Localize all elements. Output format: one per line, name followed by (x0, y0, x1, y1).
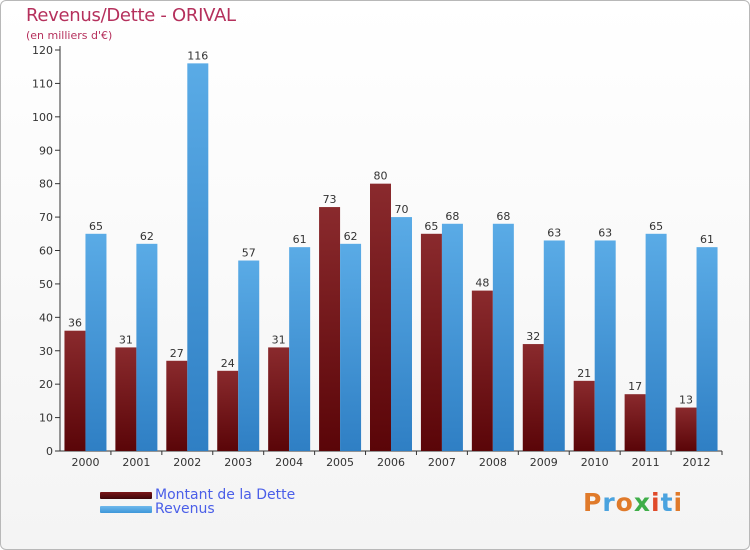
bar-revenue (136, 243, 158, 451)
x-tick-label: 2001 (122, 456, 150, 469)
data-label-revenue: 61 (700, 233, 714, 246)
bar-debt (217, 370, 239, 451)
bar-debt (573, 380, 595, 451)
y-tick-label: 60 (39, 245, 53, 258)
data-label-debt: 31 (119, 333, 133, 346)
logo-letter: r (602, 488, 616, 517)
x-tick-label: 2008 (479, 456, 507, 469)
chart-bars (64, 63, 718, 451)
data-label-revenue: 68 (496, 210, 510, 223)
legend-swatch-debt (100, 491, 152, 499)
logo-letter: i (673, 488, 684, 517)
x-tick-label: 2009 (530, 456, 558, 469)
y-tick-label: 0 (46, 445, 53, 458)
legend-label-debt: Montant de la Dette (155, 487, 296, 503)
bar-debt (115, 347, 137, 451)
data-label-debt: 31 (272, 333, 286, 346)
bar-revenue (696, 247, 718, 451)
x-tick-label: 2010 (581, 456, 609, 469)
x-tick-label: 2012 (683, 456, 711, 469)
bar-revenue (492, 223, 514, 451)
data-label-revenue: 62 (344, 230, 358, 243)
data-label-revenue: 61 (293, 233, 307, 246)
y-tick-label: 40 (39, 311, 53, 324)
data-label-debt: 80 (374, 170, 388, 183)
bar-revenue (187, 63, 209, 451)
x-tick-label: 2004 (275, 456, 303, 469)
chart-subtitle: (en milliers d'€) (26, 29, 113, 42)
bar-revenue (340, 243, 362, 451)
bar-revenue (594, 240, 616, 451)
x-tick-label: 2007 (428, 456, 456, 469)
x-tick-label: 2006 (377, 456, 405, 469)
bar-debt (471, 290, 493, 451)
legend-swatch-revenue (100, 505, 152, 513)
data-label-debt: 48 (475, 277, 489, 290)
x-tick-label: 2011 (632, 456, 660, 469)
chart-axes: 0 10 20 30 40 50 60 70 80 90 100 110 120 2000 2001 2002… (32, 44, 723, 469)
x-tick-label: 2005 (326, 456, 354, 469)
data-label-debt: 73 (323, 193, 337, 206)
bar-revenue (289, 247, 311, 451)
logo-letter: o (615, 488, 634, 517)
y-tick-label: 120 (32, 44, 53, 57)
bar-debt (268, 347, 290, 451)
bar-revenue (645, 233, 667, 451)
data-label-debt: 17 (628, 380, 642, 393)
data-label-debt: 32 (526, 330, 540, 343)
bar-debt (166, 360, 188, 451)
data-label-revenue: 57 (242, 247, 256, 260)
bar-revenue (238, 260, 260, 451)
data-label-debt: 24 (221, 357, 235, 370)
logo-letter: x (633, 488, 651, 517)
y-tick-label: 20 (39, 378, 53, 391)
bar-revenue (85, 233, 107, 451)
bar-debt (319, 207, 341, 451)
bar-debt (64, 330, 86, 451)
bar-debt (370, 183, 391, 451)
x-tick-label: 2002 (173, 456, 201, 469)
y-tick-label: 30 (39, 345, 53, 358)
legend-label-revenue: Revenus (155, 501, 215, 517)
logo-letter: P (583, 488, 603, 517)
bar-debt (675, 407, 697, 451)
data-label-revenue: 63 (598, 226, 612, 239)
bar-debt (522, 344, 544, 451)
data-label-revenue: 65 (649, 220, 663, 233)
logo-letter: i (651, 488, 661, 517)
y-tick-label: 80 (39, 178, 53, 191)
data-label-revenue: 65 (89, 220, 103, 233)
chart-title: Revenus/Dette - ORIVAL (26, 5, 236, 26)
data-label-revenue: 70 (395, 203, 409, 216)
y-tick-label: 10 (39, 412, 53, 425)
y-tick-label: 110 (32, 77, 53, 90)
y-tick-label: 70 (39, 211, 53, 224)
y-tick-label: 50 (39, 278, 53, 291)
bar-revenue (391, 217, 412, 451)
data-label-revenue: 62 (140, 230, 154, 243)
data-label-debt: 13 (679, 394, 693, 407)
data-label-debt: 27 (170, 347, 184, 360)
data-label-debt: 21 (577, 367, 591, 380)
legend-item-revenue: Revenus (100, 500, 215, 518)
data-label-debt: 65 (424, 220, 438, 233)
data-label-revenue: 68 (445, 210, 459, 223)
y-tick-label: 100 (32, 111, 53, 124)
bar-debt (624, 394, 646, 451)
x-tick-label: 2000 (71, 456, 99, 469)
x-tick-label: 2003 (224, 456, 252, 469)
proxiti-logo: Proxiti (583, 488, 683, 517)
legend-item-debt: Montant de la Dette (100, 486, 295, 504)
bar-revenue (441, 223, 463, 451)
bar-revenue (543, 240, 565, 451)
data-label-revenue: 116 (187, 49, 208, 62)
chart-data-labels: 36 65 31 62 27 116 24 57 31 61 73 62 80 70 65 68 48 68 32 6… (68, 49, 714, 406)
y-tick-label: 90 (39, 144, 53, 157)
data-label-revenue: 63 (547, 226, 561, 239)
data-label-debt: 36 (68, 317, 82, 330)
logo-letter: t (660, 488, 674, 517)
bar-debt (420, 233, 442, 451)
